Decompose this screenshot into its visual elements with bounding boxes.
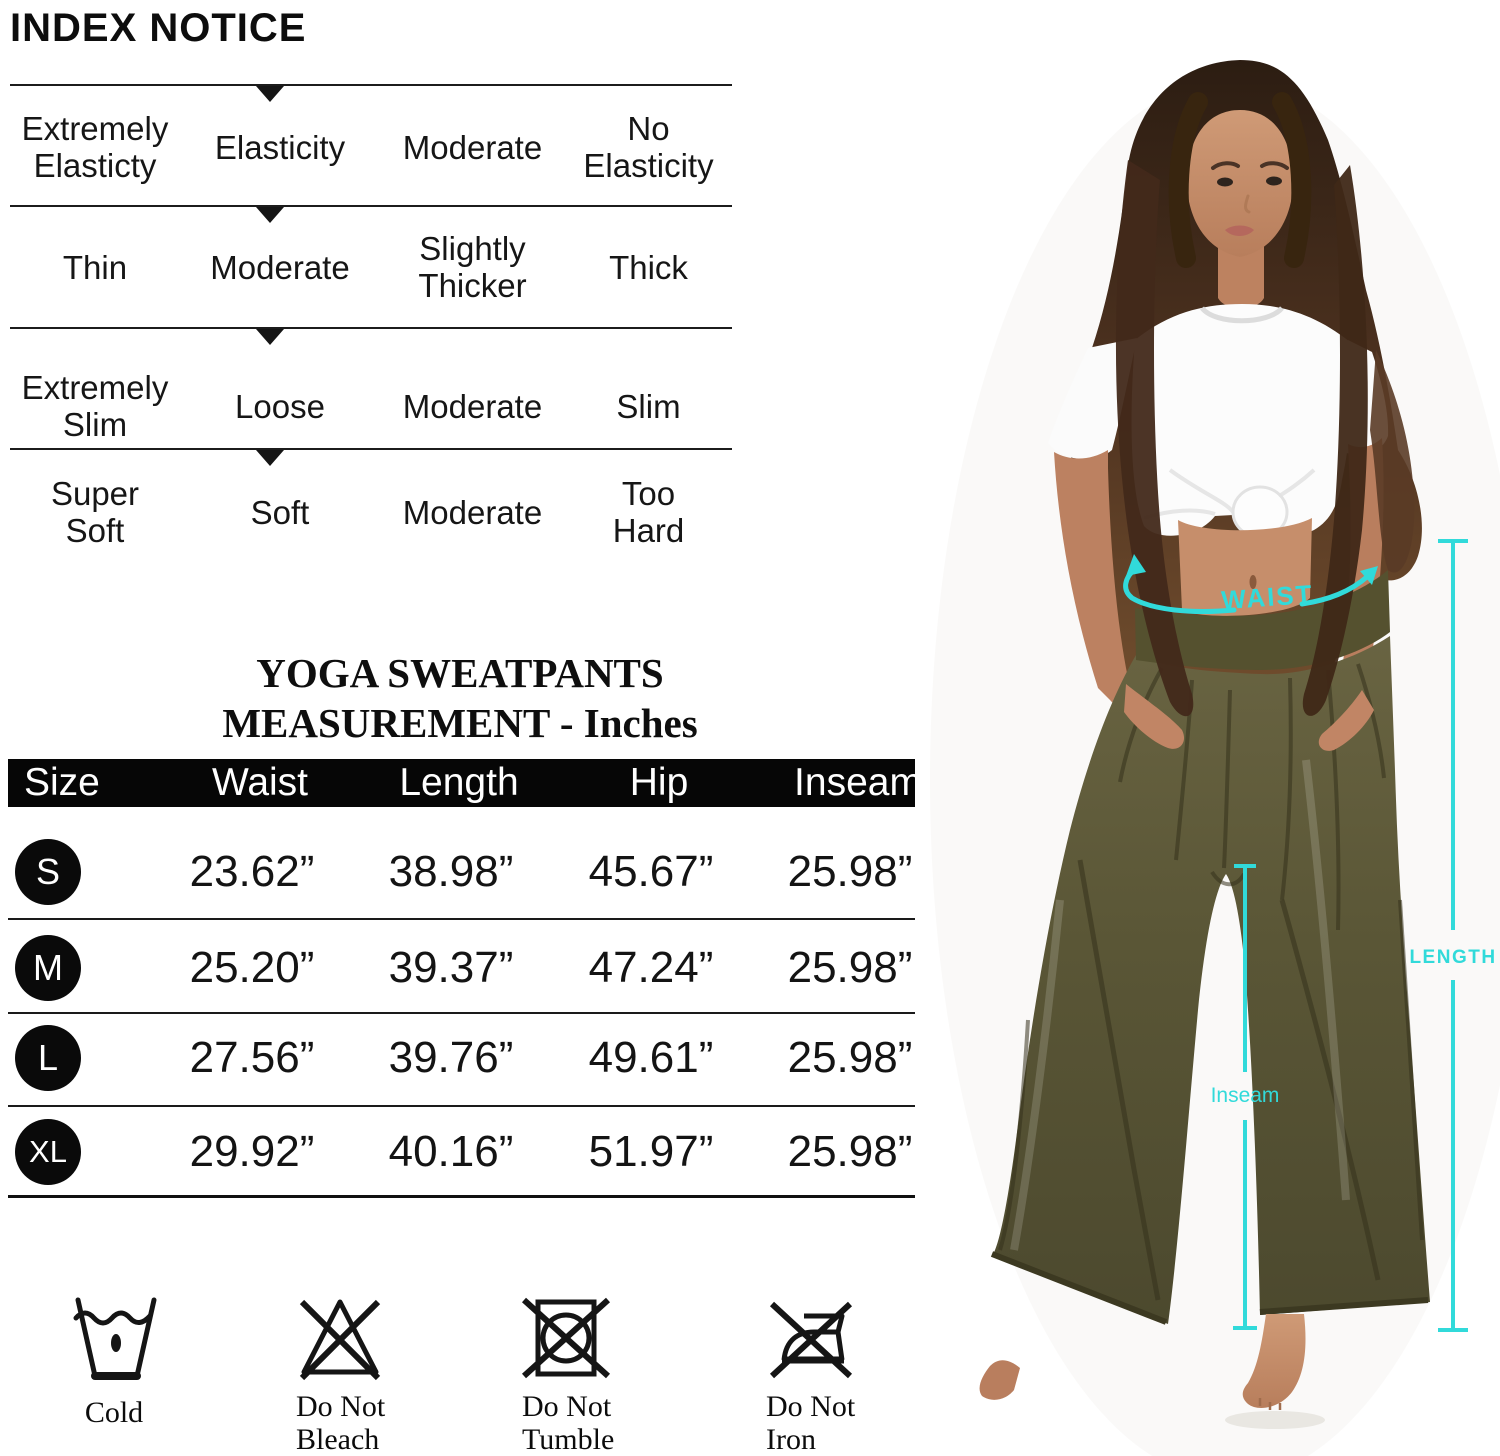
do-not-tumble-icon	[521, 1297, 611, 1379]
care-label-do-not-iron: Do Not Iron	[766, 1390, 856, 1456]
table-bottom-line	[8, 1195, 915, 1198]
index-cell: Slim	[616, 387, 681, 425]
neck	[1218, 244, 1264, 309]
index-cell-selected: Soft	[250, 493, 310, 531]
arrow-down-icon	[256, 329, 284, 345]
model-photo: WAIST LENGTH Inseam	[930, 60, 1500, 1456]
divider-line	[10, 205, 732, 207]
right-foot	[979, 1360, 1020, 1400]
index-cell: Moderate	[402, 493, 543, 531]
cell-inseam: 25.98”	[787, 1033, 913, 1082]
cell-hip: 47.24”	[588, 943, 714, 992]
index-cell-selected: Elasticity	[214, 128, 346, 166]
face	[1186, 110, 1294, 257]
index-cell: Thick	[609, 248, 688, 286]
inseam-annotation-label: Inseam	[1211, 1084, 1280, 1107]
index-cell: Super Soft	[50, 475, 140, 549]
toes	[1258, 1398, 1282, 1410]
cell-inseam: 25.98”	[787, 1127, 913, 1176]
cell-length: 38.98”	[388, 847, 514, 896]
navel	[1249, 575, 1257, 589]
index-cell-selected: Loose	[235, 387, 325, 425]
index-cell: No Elasticity	[583, 110, 714, 184]
cell-hip: 51.97”	[588, 1127, 714, 1176]
hair-lock-right	[1272, 92, 1312, 268]
cell-hip: 49.61”	[588, 1033, 714, 1082]
cell-hip: 45.67”	[588, 847, 714, 896]
index-cell: Moderate	[402, 128, 543, 166]
row-divider	[8, 1105, 915, 1107]
cell-length: 39.37”	[388, 943, 514, 992]
arrow-down-icon	[256, 86, 284, 102]
care-label-do-not-bleach: Do Not Bleach	[296, 1390, 386, 1456]
arrow-down-icon	[256, 450, 284, 466]
index-row-fit: Extremely Slim Loose Moderate Slim	[10, 353, 732, 459]
index-row-elasticity: Extremely Elasticty Elasticity Moderate …	[10, 94, 732, 200]
pants	[990, 570, 1430, 1325]
size-badge-xl: XL	[15, 1119, 81, 1185]
cell-waist: 23.62”	[189, 847, 315, 896]
cell-length: 39.76”	[388, 1033, 514, 1082]
hair-front-right	[1302, 165, 1368, 716]
left-hand	[1318, 690, 1374, 751]
do-not-bleach-icon	[299, 1299, 381, 1381]
waist-measure-arrow	[1123, 554, 1378, 614]
page-title: INDEX NOTICE	[10, 6, 307, 50]
hair-front-left	[1115, 160, 1194, 717]
hair-lock-left	[1168, 92, 1208, 268]
inseam-measure-line	[1233, 864, 1257, 1330]
cell-inseam: 25.98”	[787, 943, 913, 992]
index-cell: Too Hard	[612, 475, 685, 549]
arrow-down-icon	[256, 207, 284, 223]
column-header-inseam: Inseam	[794, 761, 922, 804]
face-features	[1211, 161, 1289, 236]
measurement-title: YOGA SWEATPANTS MEASUREMENT - Inches	[60, 648, 860, 748]
cell-waist: 29.92”	[189, 1127, 315, 1176]
index-cell: Thin	[62, 248, 128, 286]
column-header-size: Size	[24, 761, 100, 804]
left-foot	[1242, 1314, 1306, 1408]
divider-line	[10, 84, 732, 86]
cell-length: 40.16”	[388, 1127, 514, 1176]
column-header-hip: Hip	[629, 761, 689, 804]
hair-strand-blowing	[1370, 350, 1415, 573]
divider-line	[10, 327, 732, 329]
right-arm	[1054, 450, 1179, 737]
index-cell: Extremely Slim	[21, 369, 169, 443]
cell-waist: 27.56”	[189, 1033, 315, 1082]
midriff	[1178, 518, 1312, 616]
size-badge-m: M	[15, 935, 81, 1001]
index-row-softness: Super Soft Soft Moderate Too Hard	[10, 459, 732, 565]
row-divider	[8, 1012, 915, 1014]
cell-waist: 25.20”	[189, 943, 315, 992]
size-badge-l: L	[15, 1025, 81, 1091]
column-header-length: Length	[399, 761, 519, 804]
do-not-iron-icon	[769, 1301, 853, 1379]
care-label-do-not-tumble: Do Not Tumble	[522, 1390, 615, 1456]
index-cell: Slightly Thicker	[418, 230, 527, 304]
length-annotation-label: LENGTH	[1409, 947, 1496, 968]
waist-annotation-label: WAIST	[1220, 579, 1314, 615]
measurement-title-line2: MEASUREMENT - Inches	[222, 700, 698, 746]
index-cell: Moderate	[402, 387, 543, 425]
index-cell-selected: Moderate	[210, 248, 350, 286]
size-table-header: Size Waist Length Hip Inseam	[8, 759, 922, 807]
row-divider	[8, 918, 915, 920]
foot-shadow	[1225, 1411, 1325, 1429]
cell-inseam: 25.98”	[787, 847, 913, 896]
column-header-waist: Waist	[211, 761, 309, 804]
size-badge-s: S	[15, 839, 81, 905]
index-row-thickness: Thin Moderate Slightly Thicker Thick	[10, 214, 732, 320]
divider-line	[10, 448, 732, 450]
wash-cold-icon	[73, 1297, 157, 1380]
measurement-title-line1: YOGA SWEATPANTS	[256, 650, 664, 696]
index-cell: Extremely Elasticty	[21, 110, 169, 184]
right-hand	[1124, 684, 1185, 749]
care-label-cold: Cold	[84, 1396, 144, 1429]
length-measure-line	[1438, 539, 1468, 1332]
